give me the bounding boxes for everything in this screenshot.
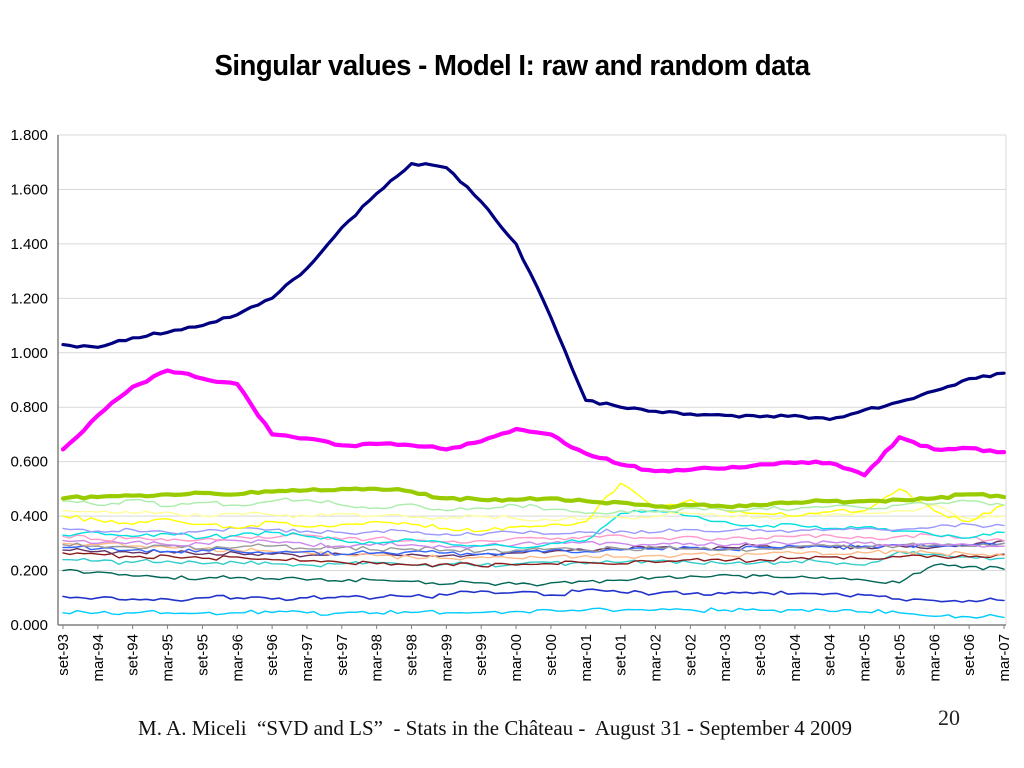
y-tick-label: 1.000	[10, 345, 48, 362]
x-tick-label: mar-99	[438, 634, 455, 682]
x-tick-label: set-01	[613, 634, 630, 676]
x-tick-label: mar-01	[578, 634, 595, 682]
series-line-s18-royal-blue	[62, 588, 1005, 603]
series-line-s07-periwinkle	[62, 522, 1005, 537]
y-tick-label: 1.800	[10, 127, 48, 144]
x-tick-label: set-00	[543, 634, 560, 676]
x-tick-label: set-94	[125, 634, 142, 676]
y-tick-label: 1.400	[10, 236, 48, 253]
series-line-s08-cyan	[62, 509, 1005, 549]
x-tick-label: mar-07	[996, 634, 1013, 682]
y-tick-label: 0.600	[10, 454, 48, 471]
x-tick-label: set-02	[682, 634, 699, 676]
y-tick-label: 1.200	[10, 290, 48, 307]
series-line-s13-salmon	[62, 542, 1005, 561]
series-line-s06-pale-yellow	[62, 504, 1005, 522]
series-line-s05-yellow	[62, 482, 1005, 533]
x-tick-label: set-93	[55, 634, 72, 676]
page-number: 20	[938, 705, 960, 730]
series-line-s16-teal	[62, 550, 1005, 568]
series-line-s09-pink	[62, 533, 1005, 544]
series-line-s17-dark-teal	[62, 563, 1005, 587]
series-line-s19-sky-blue	[62, 607, 1005, 619]
y-tick-label: 0.200	[10, 563, 48, 580]
singular-values-line-chart: 0.000 0.200 0.400 0.600 0.800 1.000 1.200 1.400…	[10, 127, 1013, 682]
x-tick-label: set-04	[822, 634, 839, 676]
x-tick-label: mar-98	[369, 634, 386, 682]
x-tick-label: set-97	[334, 634, 351, 676]
series-line-s02-magenta	[60, 368, 1007, 478]
x-tick-label: mar-95	[160, 634, 177, 682]
x-tick-label: mar-00	[508, 634, 525, 682]
x-tick-label: mar-06	[926, 634, 943, 682]
x-tick-label: set-05	[891, 634, 908, 676]
x-tick-label: set-96	[264, 634, 281, 676]
series-line-s03-olive	[60, 486, 1007, 510]
series-line-s11-gray	[62, 542, 1005, 554]
y-tick-label: 1.600	[10, 181, 48, 198]
x-tick-label: mar-02	[647, 634, 664, 682]
footer-text: M. A. Miceli “SVD and LS” - Stats in the…	[138, 716, 852, 740]
x-tick-label: set-06	[961, 634, 978, 676]
x-tick-label: set-99	[473, 634, 490, 676]
x-tick-label: mar-03	[717, 634, 734, 682]
page-title: Singular values - Model I: raw and rando…	[214, 50, 810, 82]
x-tick-label: set-03	[752, 634, 769, 676]
series-line-s04-pale-green	[62, 497, 1005, 515]
y-tick-label: 0.000	[10, 617, 48, 634]
x-tick-label: set-98	[404, 634, 421, 676]
x-tick-label: mar-04	[787, 634, 804, 682]
x-tick-label: set-95	[194, 634, 211, 676]
series-line-s15-dark-red	[62, 552, 1005, 568]
y-tick-label: 0.800	[10, 399, 48, 416]
x-tick-label: mar-97	[299, 634, 316, 682]
y-tick-label: 0.400	[10, 508, 48, 525]
x-tick-label: mar-05	[857, 634, 874, 682]
x-tick-label: mar-96	[229, 634, 246, 682]
series-line-s01-navy	[61, 162, 1006, 422]
x-tick-label: mar-94	[90, 634, 107, 682]
